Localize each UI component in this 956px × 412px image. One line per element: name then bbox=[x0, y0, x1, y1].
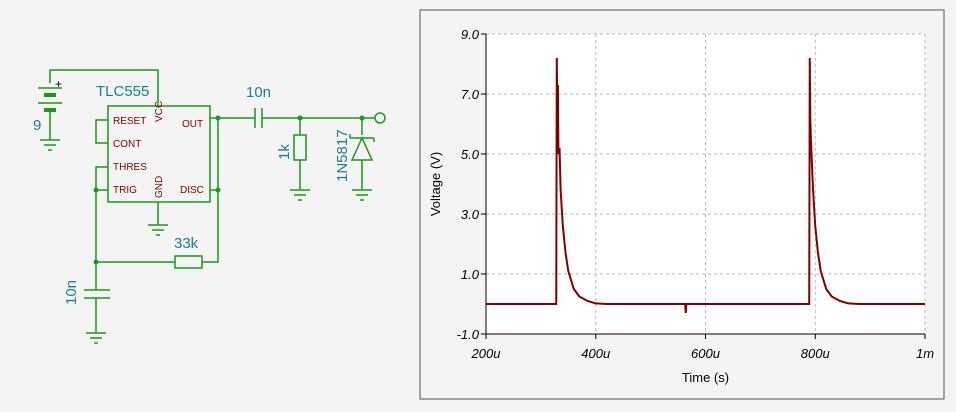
battery-polarity: + bbox=[55, 77, 62, 91]
y-tick-label: 3.0 bbox=[461, 207, 480, 222]
x-tick-label: 600u bbox=[691, 346, 720, 361]
schematic: + 9 TLC555 RESET CONT THRES TRIG VCC GND… bbox=[33, 69, 386, 344]
pin-label: DISC bbox=[180, 185, 204, 196]
pin-label: TRIG bbox=[113, 185, 137, 196]
component-label: 1N5817 bbox=[334, 129, 351, 182]
y-tick-label: 1.0 bbox=[461, 267, 480, 282]
y-tick-label: 5.0 bbox=[461, 147, 480, 162]
component-label: 10n bbox=[63, 280, 80, 305]
x-tick-label: 800u bbox=[801, 346, 830, 361]
pin-label: THRES bbox=[113, 162, 147, 173]
wires bbox=[38, 69, 386, 344]
y-tick-label: -1.0 bbox=[457, 327, 480, 342]
component-label: 33k bbox=[174, 235, 199, 252]
battery-value: 9 bbox=[33, 117, 41, 134]
chart: -1.0 1.0 3.0 5.0 7.0 9.0 200u 400u 600u 800u 1m Tim… bbox=[428, 27, 934, 385]
chip-name: TLC555 bbox=[96, 83, 149, 100]
pin-label: OUT bbox=[182, 119, 203, 130]
component-label: 1k bbox=[276, 144, 293, 160]
pin-label: CONT bbox=[113, 139, 141, 150]
x-tick-label: 1m bbox=[916, 346, 934, 361]
x-axis-label: Time (s) bbox=[682, 370, 729, 385]
junctions bbox=[93, 115, 365, 265]
component-label: 10n bbox=[246, 84, 271, 101]
pin-label: RESET bbox=[113, 116, 146, 127]
y-tick-label: 9.0 bbox=[461, 27, 480, 42]
pin-label: VCC bbox=[154, 101, 165, 122]
pin-label: GND bbox=[154, 176, 165, 198]
y-axis-label: Voltage (V) bbox=[428, 152, 443, 216]
data-line bbox=[486, 57, 925, 314]
y-tick-label: 7.0 bbox=[461, 87, 480, 102]
x-tick-label: 200u bbox=[471, 346, 501, 361]
x-tick-label: 400u bbox=[581, 346, 610, 361]
